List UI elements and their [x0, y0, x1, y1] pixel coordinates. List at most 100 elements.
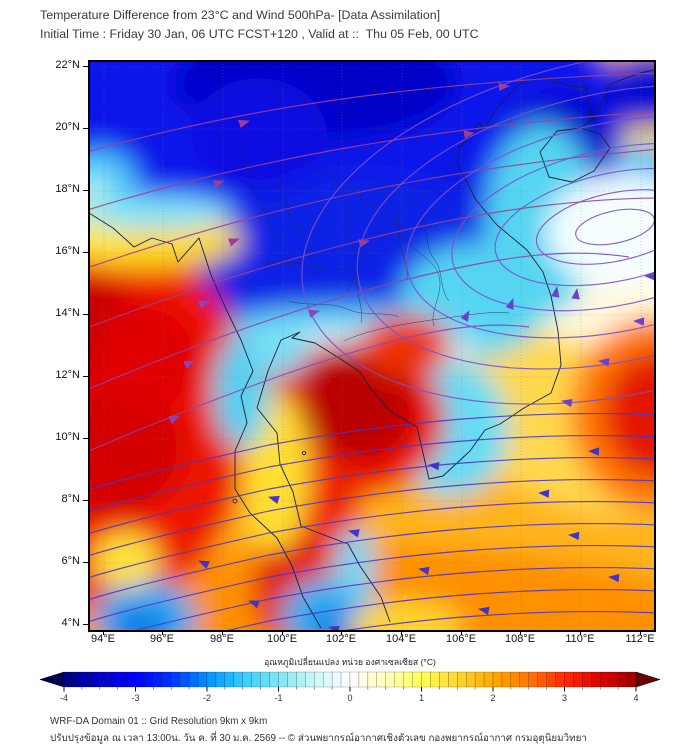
colorbar-segment — [358, 671, 369, 688]
field-blob — [213, 334, 271, 449]
x-axis-label: 94°E — [91, 633, 115, 645]
colorbar-segment — [465, 671, 476, 688]
colorbar-segment — [81, 671, 92, 688]
wind-arrow — [308, 309, 320, 318]
colorbar-segment — [448, 671, 458, 688]
colorbar-segment — [251, 671, 261, 688]
field-blob — [89, 545, 655, 631]
colorbar-segment — [99, 671, 109, 688]
colorbar-segment — [242, 671, 252, 688]
colorbar-segment — [483, 671, 494, 688]
colorbar-segment — [564, 671, 574, 688]
y-axis-tick — [83, 438, 88, 439]
map-canvas — [89, 61, 655, 631]
streamline-loop — [301, 61, 655, 405]
x-axis-tick — [580, 631, 581, 635]
streamline-path — [89, 545, 655, 623]
footer-agency-info: ปรับปรุงข้อมูล ณ เวลา 13:00น. วัน ค. ที่… — [50, 733, 587, 744]
wind-streamlines — [89, 61, 655, 631]
colorbar-segment — [412, 671, 422, 688]
colorbar-segment — [421, 671, 431, 688]
streamline-path — [131, 567, 655, 631]
y-axis-label: 18°N — [55, 183, 80, 195]
colorbar-tick-label: -4 — [59, 693, 68, 703]
field-blob — [298, 346, 412, 460]
colorbar-segment — [555, 671, 565, 688]
wind-arrow — [168, 415, 180, 425]
streamline-path — [89, 413, 655, 491]
colorbar-tick-label: -2 — [202, 693, 211, 703]
wind-arrow — [498, 82, 510, 92]
wind-arrow — [644, 272, 655, 281]
field-blob — [89, 194, 234, 230]
colorbar-segment — [367, 671, 378, 688]
colorbar-segment — [179, 671, 190, 688]
colorbar-segment — [510, 671, 521, 688]
y-axis-tick — [83, 314, 88, 315]
colorbar-segment — [376, 671, 386, 688]
colorbar-segment — [582, 671, 592, 688]
field-blob — [349, 599, 463, 631]
colorbar-segment — [305, 671, 315, 688]
x-axis-label: 112°E — [625, 633, 655, 645]
colorbar-segment — [474, 671, 485, 688]
colorbar-segment — [144, 671, 154, 688]
y-axis-tick — [83, 190, 88, 191]
border-path — [238, 150, 280, 247]
wind-arrow — [228, 238, 240, 247]
wind-arrow — [568, 531, 580, 541]
x-axis-label: 100°E — [266, 633, 298, 645]
colorbar-segment — [153, 671, 163, 688]
colorbar-segment — [278, 671, 288, 688]
wind-arrow — [418, 566, 430, 576]
colorbar-segment — [171, 671, 181, 688]
colorbar-segment — [537, 671, 547, 688]
streamline-path — [337, 611, 655, 631]
colorbar-segment — [331, 671, 342, 688]
border-path — [343, 312, 510, 342]
colorbar-segment — [591, 671, 601, 688]
colorbar-tick-label: 0 — [347, 693, 353, 703]
footer-model-info: WRF-DA Domain 01 :: Grid Resolution 9km … — [50, 716, 268, 727]
map-panel — [88, 60, 656, 632]
wind-arrow — [198, 300, 210, 309]
wind-arrow — [538, 489, 550, 498]
streamline-path — [89, 523, 655, 601]
colorbar-segment — [608, 671, 619, 688]
x-axis-tick — [401, 631, 402, 635]
coastline-path — [256, 69, 655, 623]
colorbar-segment — [269, 671, 279, 688]
field-blob — [91, 531, 160, 589]
x-axis-label: 102°E — [325, 633, 357, 645]
colorbar-segment — [188, 671, 199, 688]
y-axis-label: 12°N — [55, 369, 80, 381]
x-axis-label: 106°E — [445, 633, 477, 645]
border-path — [273, 180, 320, 277]
border-path — [298, 155, 441, 327]
y-axis-tick — [83, 624, 88, 625]
field-blob — [111, 608, 169, 631]
colorbar-title: อุณหภูมิเปลี่ยนแปลง หน่วย องศาเซลเซียส (… — [264, 657, 436, 667]
field-blob — [190, 78, 327, 193]
colorbar-segment — [287, 671, 297, 688]
streamline-path — [89, 435, 655, 513]
colorbar-segment — [314, 671, 324, 688]
colorbar-segment — [430, 671, 440, 688]
wind-arrow — [198, 560, 210, 569]
x-axis-tick — [162, 631, 163, 635]
streamline-path — [89, 479, 655, 557]
streamline-path — [89, 501, 655, 579]
field-blob — [89, 300, 203, 415]
colorbar-segment — [322, 671, 333, 688]
x-axis-label: 110°E — [565, 633, 595, 645]
y-axis-tick — [83, 562, 88, 563]
coastline-path — [89, 212, 322, 629]
y-axis-label: 20°N — [55, 121, 80, 133]
wind-arrow — [348, 529, 360, 538]
colorbar-segment — [573, 671, 583, 688]
streamline-path — [89, 110, 655, 211]
wind-arrow — [238, 119, 250, 128]
x-axis-tick — [640, 631, 641, 635]
wind-arrow — [561, 398, 573, 408]
field-blob — [360, 314, 452, 378]
